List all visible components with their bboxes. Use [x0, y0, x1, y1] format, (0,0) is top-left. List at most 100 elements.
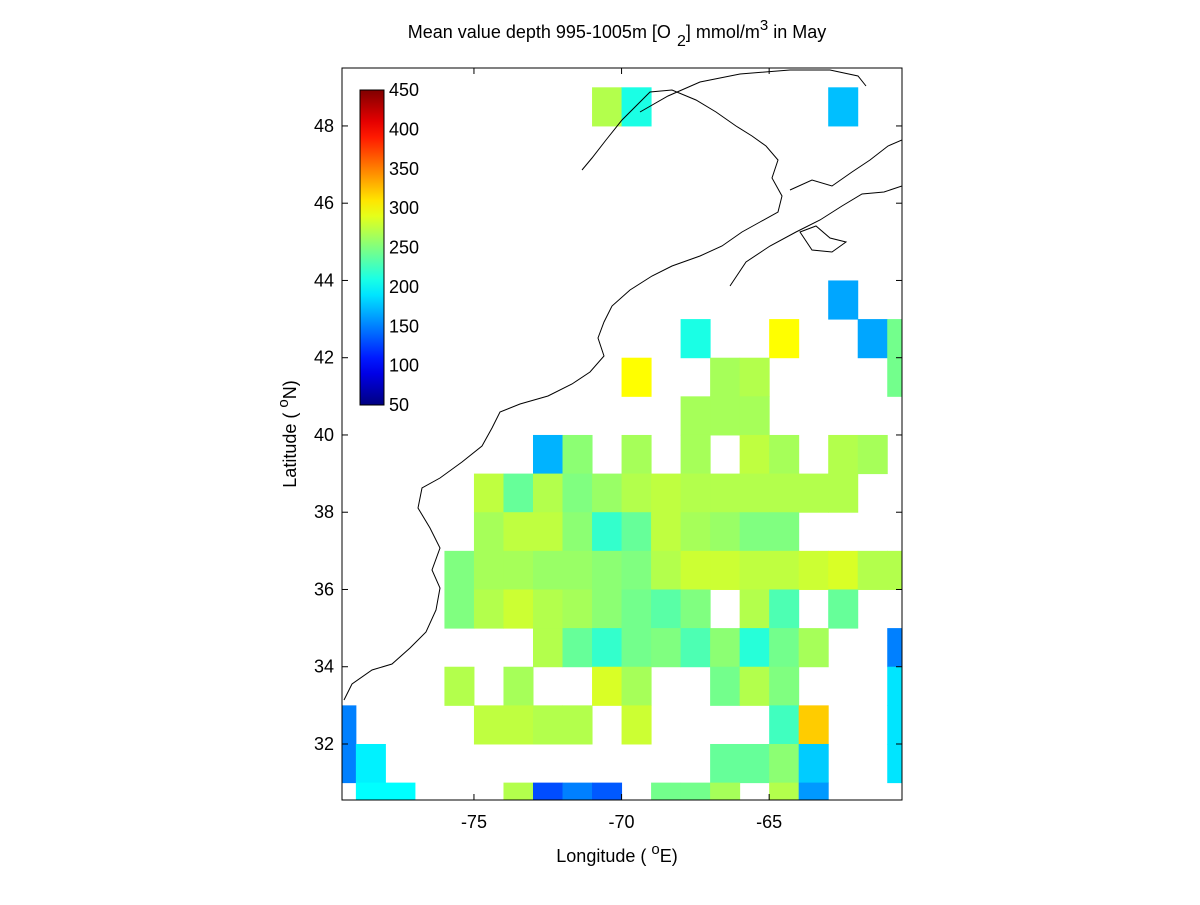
- colorbar-tick-label: 150: [389, 316, 419, 336]
- heatmap-cell: [710, 550, 741, 590]
- heatmap-cell: [739, 396, 770, 436]
- heatmap-cell: [710, 357, 741, 397]
- heatmap-cell: [798, 705, 829, 745]
- heatmap-cell: [532, 512, 564, 552]
- colorbar-tick-label: 250: [389, 238, 419, 258]
- title-subscript: 2: [677, 33, 686, 50]
- heatmap-cell: [532, 705, 564, 745]
- heatmap-cell: [503, 550, 534, 590]
- heatmap-cell: [769, 512, 800, 552]
- heatmap-cell: [562, 473, 593, 513]
- coast-cape-breton: [799, 225, 848, 253]
- heatmap-cell: [385, 782, 416, 800]
- heatmap-cell: [342, 743, 357, 784]
- heatmap-cell: [532, 434, 564, 475]
- coastline: [343, 69, 902, 701]
- heatmap-cell: [680, 434, 711, 475]
- heatmap-cell: [857, 550, 888, 590]
- heatmap-cell: [680, 396, 711, 436]
- x-tick-label: -70: [609, 812, 635, 832]
- heatmap-cell: [444, 666, 475, 706]
- heatmap-cell: [473, 473, 504, 513]
- heatmap-cell: [532, 589, 564, 629]
- heatmap-cell: [739, 666, 770, 706]
- ylabel-text: Latitude (: [280, 408, 300, 488]
- y-tick-label: 34: [314, 657, 334, 677]
- heatmap-cell: [739, 434, 770, 475]
- y-tick-label: 46: [314, 193, 334, 213]
- heatmap-cell: [887, 705, 902, 745]
- heatmap-cell: [651, 628, 682, 668]
- ylabel-text: N): [280, 380, 300, 399]
- x-tick-label: -75: [461, 812, 487, 832]
- heatmap-cell: [651, 589, 682, 629]
- xlabel-text: E): [660, 846, 678, 866]
- coast-nova-scotia: [729, 185, 902, 287]
- heatmap-cell: [828, 280, 859, 320]
- heatmap-cell: [680, 473, 711, 513]
- heatmap-cell: [473, 705, 504, 745]
- heatmap-cell: [592, 628, 623, 668]
- heatmap-cell: [769, 319, 800, 359]
- y-tick-label: 48: [314, 116, 334, 136]
- heatmap-cells: [342, 87, 902, 800]
- heatmap-cell: [828, 434, 859, 475]
- heatmap-cell: [503, 705, 534, 745]
- heatmap-cell: [680, 589, 711, 629]
- heatmap-cell: [769, 705, 800, 745]
- heatmap-cell: [503, 782, 534, 800]
- heatmap-cell: [680, 628, 711, 668]
- heatmap-cell: [887, 743, 902, 784]
- heatmap-cell: [621, 512, 652, 552]
- heatmap-cell: [828, 550, 859, 590]
- heatmap-cell: [680, 319, 711, 359]
- heatmap-cell: [562, 628, 593, 668]
- heatmap-cell: [621, 473, 652, 513]
- heatmap-cell: [680, 550, 711, 590]
- heatmap-cell: [532, 550, 564, 590]
- heatmap-cell: [592, 473, 623, 513]
- heatmap-cell: [473, 512, 504, 552]
- heatmap-cell: [592, 666, 623, 706]
- y-tick-label: 42: [314, 348, 334, 368]
- heatmap-cell: [592, 512, 623, 552]
- heatmap-cell: [739, 550, 770, 590]
- chart-title: Mean value depth 995-1005m [O 2] mmol/m3 …: [408, 17, 826, 50]
- colorbar-tick-label: 100: [389, 356, 419, 376]
- heatmap-cell: [828, 473, 859, 513]
- heatmap-cell: [562, 589, 593, 629]
- heatmap-cell: [739, 589, 770, 629]
- colorbar-tick-label: 200: [389, 277, 419, 297]
- heatmap-cell: [769, 743, 800, 784]
- heatmap-cell: [769, 589, 800, 629]
- heatmap-cell: [710, 396, 741, 436]
- heatmap-cell: [651, 550, 682, 590]
- heatmap-cell: [887, 666, 902, 706]
- heatmap-cell: [798, 782, 829, 800]
- heatmap-cell: [592, 782, 623, 800]
- colorbar-tick-label: 400: [389, 119, 419, 139]
- y-tick-label: 36: [314, 579, 334, 599]
- heatmap-cell: [710, 743, 741, 784]
- heatmap-cell: [769, 473, 800, 513]
- x-tick-label: -65: [756, 812, 782, 832]
- heatmap-cell: [562, 705, 593, 745]
- title-text: Mean value depth 995-1005m [O: [408, 22, 671, 42]
- heatmap-cell: [532, 628, 564, 668]
- heatmap-cell: [739, 743, 770, 784]
- title-superscript: 3: [760, 17, 768, 34]
- x-axis-label: Longitude ( oE): [556, 841, 677, 866]
- heatmap-cell: [562, 782, 593, 800]
- heatmap-cell: [887, 628, 902, 668]
- y-tick-label: 32: [314, 734, 334, 754]
- y-axis-label: Latitude ( oN): [275, 380, 300, 487]
- ylabel-superscript: o: [275, 399, 292, 407]
- heatmap-cell: [473, 589, 504, 629]
- heatmap-cell: [857, 319, 888, 359]
- heatmap-cell: [532, 473, 564, 513]
- heatmap-cell: [857, 434, 888, 475]
- coast-north: [639, 69, 867, 113]
- heatmap-cell: [798, 743, 829, 784]
- heatmap-cell: [503, 473, 534, 513]
